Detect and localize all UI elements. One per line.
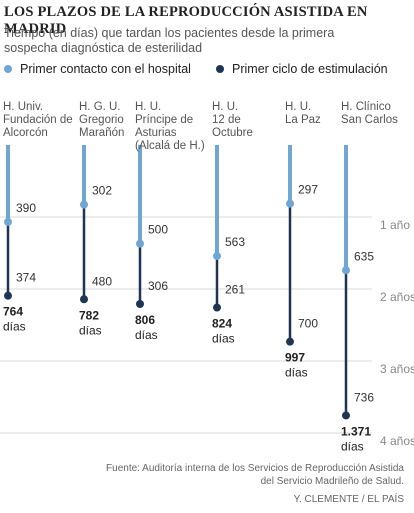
value-label: 306 xyxy=(148,279,168,293)
category-label: H. Clínico San Carlos xyxy=(341,101,398,126)
subtitle: Tiempo (en días) que tardan los paciente… xyxy=(4,26,335,55)
total-unit: días xyxy=(79,323,102,337)
category-label: H. U. 12 de Octubre xyxy=(212,101,253,139)
point xyxy=(4,217,12,226)
y-tick-label: 3 años xyxy=(380,362,414,376)
point xyxy=(286,199,294,208)
value-label: 261 xyxy=(225,283,245,297)
value-label: 390 xyxy=(16,201,36,215)
legend-item: Primer ciclo de estimulación xyxy=(216,62,388,76)
point xyxy=(80,295,88,304)
point xyxy=(136,239,144,248)
point xyxy=(4,291,12,300)
point xyxy=(80,200,88,209)
value-label: 736 xyxy=(354,390,374,404)
value-label: 302 xyxy=(92,184,112,198)
total-label: 806 xyxy=(135,313,155,327)
legend-swatch xyxy=(216,65,224,73)
total-label: 824 xyxy=(212,317,232,331)
value-label: 374 xyxy=(16,271,36,285)
total-label: 782 xyxy=(79,308,99,322)
category-label: H. G. U. Gregorio Marañón xyxy=(79,101,125,139)
y-tick-label: 2 años xyxy=(380,290,414,304)
value-label: 700 xyxy=(298,317,318,331)
point xyxy=(286,337,294,346)
legend-swatch xyxy=(4,65,12,73)
total-unit: días xyxy=(212,332,235,346)
y-tick-label: 1 año xyxy=(380,218,410,232)
value-label: 480 xyxy=(92,274,112,288)
total-label: 997 xyxy=(285,351,305,365)
total-label: 764 xyxy=(3,305,23,319)
value-label: 297 xyxy=(298,183,318,197)
total-label: 1.371 xyxy=(341,424,371,438)
point xyxy=(213,303,221,312)
chart-title: LOS PLAZOS DE LA REPRODUCCIÓN ASISTIDA E… xyxy=(4,4,368,37)
legend-item: Primer contacto con el hospital xyxy=(4,62,191,76)
point xyxy=(342,266,350,275)
total-unit: días xyxy=(135,328,158,342)
point xyxy=(213,252,221,261)
value-label: 635 xyxy=(354,249,374,263)
point xyxy=(136,299,144,308)
credit: Y. CLEMENTE / EL PAÍS xyxy=(293,494,404,505)
legend-label: Primer contacto con el hospital xyxy=(20,62,191,76)
source: Fuente: Auditoría interna de los Servici… xyxy=(106,463,404,487)
total-unit: días xyxy=(3,320,26,334)
category-label: H. Univ. Fundación de Alcorcón xyxy=(3,101,73,139)
value-label: 563 xyxy=(225,235,245,249)
total-unit: días xyxy=(285,366,308,380)
category-label: H. U. La Paz xyxy=(285,101,321,126)
category-label: H. U. Príncipe de Asturias (Alcalá de H.… xyxy=(135,101,205,152)
total-unit: días xyxy=(341,439,364,453)
value-label: 500 xyxy=(148,223,168,237)
y-tick-label: 4 años xyxy=(380,434,414,448)
point xyxy=(342,411,350,420)
legend-label: Primer ciclo de estimulación xyxy=(232,62,388,76)
